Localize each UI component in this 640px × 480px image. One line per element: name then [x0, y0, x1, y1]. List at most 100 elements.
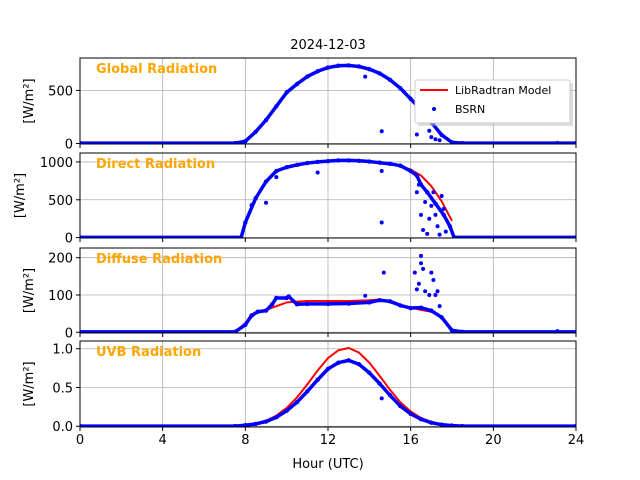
bsrn-point [414, 190, 419, 195]
y-tick-label: 1.0 [52, 343, 73, 358]
bsrn-point [435, 289, 440, 294]
bsrn-point [305, 389, 310, 394]
bsrn-point [414, 287, 419, 292]
x-tick-label: 4 [159, 433, 167, 448]
bsrn-point [425, 190, 430, 195]
y-tick-label: 1000 [40, 156, 73, 171]
bsrn-point [284, 408, 289, 413]
bsrn-point [315, 69, 320, 74]
bsrn-point [573, 235, 576, 238]
bsrn-point [418, 305, 424, 310]
bsrn-point [367, 66, 372, 72]
bsrn-point [379, 129, 384, 134]
x-tick-label: 0 [76, 433, 84, 448]
bsrn-point [263, 179, 269, 184]
bsrn-point [294, 162, 300, 168]
bsrn-point [363, 74, 368, 79]
bsrn-point [284, 90, 289, 95]
panel-title: Diffuse Radiation [96, 252, 222, 267]
bsrn-point [398, 86, 403, 91]
bsrn-point [460, 140, 465, 144]
bsrn-point [315, 159, 320, 165]
y-axis-label: [W/m²] [22, 78, 37, 123]
bsrn-point [573, 423, 576, 427]
bsrn-point [379, 396, 384, 401]
bsrn-point [356, 362, 362, 367]
bsrn-point [437, 232, 442, 237]
panel-diffuse-radiation: 0 100 200 Diffuse Radiation [W/m²] [22, 247, 577, 341]
bsrn-point [408, 168, 413, 174]
plot-area [80, 158, 576, 238]
bsrn-point [264, 200, 268, 205]
bsrn-point [325, 301, 331, 307]
bsrn-point [429, 308, 434, 313]
bsrn-point [377, 71, 382, 76]
bsrn-point [427, 128, 432, 133]
bsrn-point [80, 423, 83, 427]
bsrn-point [398, 303, 403, 308]
bsrn-point [294, 400, 300, 405]
bsrn-point [346, 63, 351, 68]
bsrn-point [274, 168, 279, 174]
bsrn-point [439, 422, 444, 427]
bsrn-point [315, 377, 320, 382]
bsrn-point [449, 140, 455, 144]
bsrn-point [367, 370, 372, 375]
bsrn-point [419, 212, 423, 217]
bsrn-point [427, 292, 432, 297]
y-tick-label: 0.5 [52, 381, 73, 396]
bsrn-point [441, 206, 446, 211]
bsrn-point [429, 420, 434, 425]
bsrn-point [249, 313, 254, 318]
bsrn-point [284, 165, 289, 170]
bsrn-point [418, 417, 424, 422]
y-tick-label: 100 [48, 289, 73, 304]
panel-frame [79, 340, 577, 428]
bsrn-point [232, 329, 238, 333]
bsrn-point [243, 220, 248, 225]
bsrn-point [433, 292, 438, 297]
bsrn-point [286, 294, 291, 299]
bsrn-point [274, 415, 279, 420]
bsrn-point [377, 381, 382, 386]
bsrn-point [381, 270, 386, 275]
bsrn-point [555, 140, 560, 144]
bsrn-point [294, 302, 300, 307]
bsrn-point [421, 266, 426, 271]
y-tick-label: 0.0 [52, 420, 73, 435]
bsrn-point [555, 329, 560, 333]
chart-title: 2024-12-03 [290, 38, 366, 53]
bsrn-point [387, 299, 393, 304]
bsrn-point [460, 423, 465, 427]
bsrn-point [408, 411, 413, 417]
bsrn-point [243, 423, 248, 427]
bsrn-point [437, 138, 442, 143]
bsrn-point [439, 132, 444, 138]
bsrn-point [377, 160, 382, 165]
panel-title: Global Radiation [96, 62, 217, 77]
panel-direct-radiation: 0 500 1000 Direct Radiation [W/m²] [13, 152, 577, 247]
bsrn-point [377, 297, 382, 303]
bsrn-point [294, 81, 300, 87]
x-tick-label: 16 [402, 433, 419, 448]
bsrn-point [274, 295, 279, 301]
bsrn-point [346, 301, 351, 306]
legend-model-label: LibRadtran Model [455, 84, 551, 97]
bsrn-point [437, 304, 442, 309]
bsrn-point [412, 270, 417, 275]
x-tick-label: 8 [241, 433, 249, 448]
bsrn-point [232, 140, 238, 144]
bsrn-point [419, 261, 423, 266]
bsrn-point [408, 305, 413, 311]
bsrn-point [367, 300, 372, 305]
bsrn-point [305, 301, 310, 307]
bsrn-point [367, 159, 372, 164]
bsrn-point [433, 212, 438, 217]
bsrn-point [414, 132, 419, 137]
bsrn-point [253, 129, 258, 134]
bsrn-point [253, 196, 258, 201]
panel-title: Direct Radiation [96, 157, 215, 172]
y-tick-label: 200 [48, 252, 73, 267]
x-tick-label: 12 [320, 433, 337, 448]
bsrn-point [449, 328, 455, 333]
